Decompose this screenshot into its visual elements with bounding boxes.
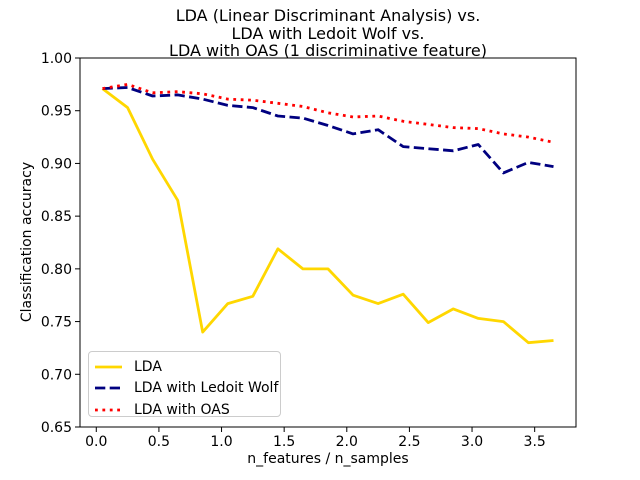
- chart-title-line-2: LDA with Ledoit Wolf vs.: [231, 23, 425, 43]
- y-tick-label: 0.75: [41, 315, 72, 331]
- x-tick-label: 3.0: [461, 434, 483, 450]
- axes-frame: [79, 57, 577, 428]
- legend-item-lda-oas: LDA with OAS: [95, 399, 280, 421]
- legend-line-sample-lda: [95, 365, 122, 369]
- y-tick-label: 0.85: [41, 209, 72, 225]
- y-tick-label: 1.00: [41, 51, 72, 67]
- x-tick-label: 1.0: [210, 434, 232, 450]
- x-tick-label: 0.5: [148, 434, 170, 450]
- y-tick-label: 0.95: [41, 104, 72, 120]
- x-tick-label: 2.0: [336, 434, 358, 450]
- x-tick-label: 1.5: [273, 434, 295, 450]
- x-tick-label: 3.5: [524, 434, 546, 450]
- legend-label-lda-ledoit-wolf: LDA with Ledoit Wolf: [134, 380, 279, 397]
- x-axis-label: n_features / n_samples: [247, 451, 409, 467]
- chart-title-line-3: LDA with OAS (1 discriminative feature): [169, 41, 487, 60]
- legend-line-sample-ledoit-wolf: [95, 386, 122, 390]
- legend-item-lda: LDA: [95, 356, 280, 378]
- x-tick-label: 2.5: [398, 434, 420, 450]
- y-tick-label: 0.90: [41, 156, 72, 172]
- series-line-2-lda-with-oas: [102, 83, 554, 144]
- series-line-1-lda-with-ledoit-wolf: [102, 86, 554, 175]
- series-line-0-lda: [101, 87, 554, 345]
- y-tick-label: 0.80: [41, 262, 72, 278]
- legend-line-sample-oas: [95, 408, 122, 412]
- legend: LDA LDA with Ledoit Wolf LDA with OAS: [88, 351, 281, 417]
- x-tick-label: 0.0: [85, 434, 107, 450]
- y-tick-label: 0.65: [41, 420, 72, 436]
- legend-item-lda-ledoit-wolf: LDA with Ledoit Wolf: [95, 378, 280, 400]
- chart-title: LDA (Linear Discriminant Analysis) vs. L…: [80, 7, 576, 60]
- legend-label-lda-oas: LDA with OAS: [134, 401, 230, 418]
- legend-label-lda: LDA: [134, 358, 162, 375]
- chart-title-line-1: LDA (Linear Discriminant Analysis) vs.: [175, 6, 481, 25]
- y-tick-label: 0.70: [41, 367, 72, 383]
